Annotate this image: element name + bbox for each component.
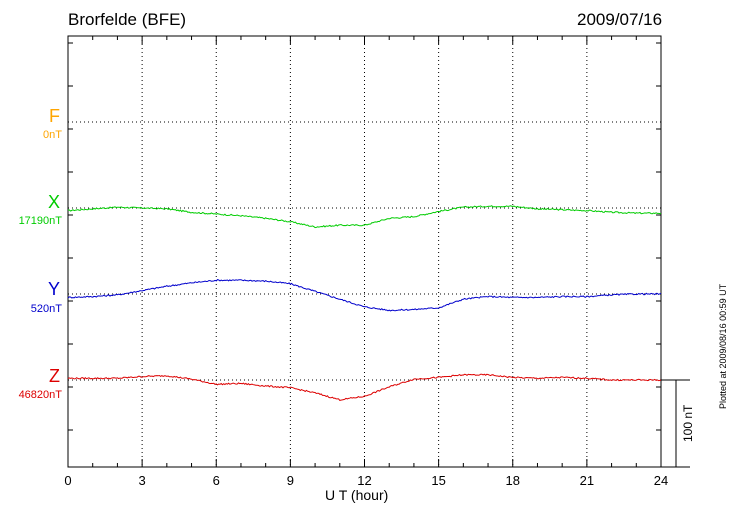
scale-bar: [661, 379, 690, 468]
plotted-at-note: Plotted at 2009/08/16 00:59 UT: [718, 283, 728, 409]
series-line-z: [67, 373, 662, 401]
component-label-y: Y: [47, 279, 60, 299]
grid: [68, 36, 661, 467]
series-lines: [67, 205, 662, 401]
x-tick-label: 3: [139, 473, 146, 488]
component-base-x: 17190nT: [18, 215, 62, 227]
component-base-f: 0nT: [43, 129, 62, 141]
scale-bar-label: 100 nT: [681, 404, 695, 442]
station-title: Brorfelde (BFE): [68, 10, 187, 29]
x-tick-label: 15: [431, 473, 445, 488]
axis-ticks: 0 3 6 9 12 15 18 21 24: [64, 36, 668, 488]
x-tick-label: 6: [213, 473, 220, 488]
component-label-z: Z: [49, 366, 60, 386]
component-base-z: 46820nT: [18, 389, 62, 401]
x-tick-label: 12: [357, 473, 371, 488]
plot-date: 2009/07/16: [577, 10, 663, 29]
x-tick-label: 21: [580, 473, 594, 488]
series-line-y: [67, 279, 662, 312]
x-axis-label: U T (hour): [325, 487, 389, 503]
component-label-x: X: [47, 192, 60, 212]
x-tick-label: 18: [506, 473, 520, 488]
x-tick-label: 9: [287, 473, 294, 488]
series-line-x: [67, 205, 662, 229]
component-label-f: F: [49, 106, 60, 126]
component-base-y: 520nT: [30, 303, 62, 315]
x-tick-label: 0: [64, 473, 71, 488]
x-tick-label: 24: [654, 473, 668, 488]
